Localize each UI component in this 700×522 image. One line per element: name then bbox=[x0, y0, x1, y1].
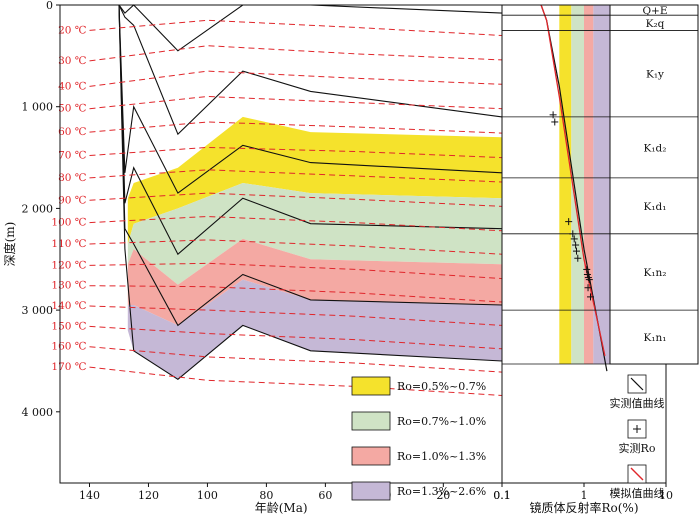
legend-zone-label: Ro=1.0%~1.3% bbox=[397, 450, 486, 463]
maturity-zone-4 bbox=[127, 279, 503, 380]
legend-symbol-label: 实测Ro bbox=[619, 441, 656, 455]
isotherm-label: 160 ℃ bbox=[51, 341, 86, 353]
maturity-zone-1 bbox=[127, 116, 503, 244]
measured-ro-point bbox=[585, 276, 593, 284]
isotherm-label: 60 ℃ bbox=[58, 126, 87, 138]
isotherm-label: 30 ℃ bbox=[58, 55, 87, 67]
burial-line-4 bbox=[118, 4, 503, 256]
ro-band-3 bbox=[584, 5, 594, 365]
isotherm-label: 20 ℃ bbox=[58, 24, 87, 36]
isotherm-label: 150 ℃ bbox=[51, 320, 86, 332]
strata-box bbox=[609, 4, 699, 365]
strata-label: K₁y bbox=[646, 69, 664, 81]
ro-tick-label: 1 bbox=[581, 489, 588, 502]
legend: Ro=0.5%~0.7% Ro=0.7%~1.0% Ro=1.0%~1.3% Ro=1… bbox=[351, 374, 665, 501]
ro-band-2 bbox=[571, 5, 584, 365]
isotherm-label: 120 ℃ bbox=[51, 259, 86, 271]
legend-line-black bbox=[630, 377, 644, 391]
burial-line-6 bbox=[118, 4, 503, 380]
isotherm-label: 80 ℃ bbox=[58, 172, 87, 184]
measured-ro-point bbox=[572, 247, 580, 255]
isotherm-50℃ bbox=[89, 95, 503, 110]
strata-label: K₁n₁ bbox=[643, 332, 666, 344]
ro-tick-label: 10 bbox=[659, 489, 673, 502]
isotherm-label: 100 ℃ bbox=[51, 217, 86, 229]
strata-label: K₂q bbox=[646, 18, 665, 30]
measured-ro-point bbox=[570, 235, 578, 243]
ro-tick-label: 0.1 bbox=[493, 489, 511, 502]
isotherm-80℃ bbox=[89, 169, 503, 183]
isotherm-label: 70 ℃ bbox=[58, 150, 87, 162]
x-tick-label: 120 bbox=[138, 489, 159, 502]
isotherm-40℃ bbox=[89, 70, 503, 87]
measured-ro-point bbox=[586, 293, 594, 301]
isotherm-20℃ bbox=[89, 19, 503, 36]
x-tick-label: 20 bbox=[436, 489, 450, 502]
legend-symbol-label: 实测值曲线 bbox=[610, 396, 665, 410]
measured-ro-point bbox=[551, 118, 559, 126]
measured-ro-point bbox=[565, 218, 573, 226]
maturity-zones bbox=[127, 116, 503, 380]
ro-axis-title: 镜质体反射率Ro(%) bbox=[529, 500, 638, 515]
x-tick-label: 140 bbox=[79, 489, 100, 502]
isotherm-60℃ bbox=[89, 121, 503, 134]
maturity-zone-2 bbox=[127, 183, 503, 285]
measured-ro-point bbox=[572, 241, 580, 249]
isotherm-label: 40 ℃ bbox=[58, 80, 87, 92]
measured-ro-point bbox=[584, 284, 592, 292]
isotherm-label: 170 ℃ bbox=[51, 361, 86, 373]
legend-zone-label: Ro=0.7%~1.0% bbox=[397, 415, 486, 428]
x-tick-label: 100 bbox=[197, 489, 218, 502]
isotherm-120℃ bbox=[89, 262, 503, 280]
x-axis-title: 年龄(Ma) bbox=[255, 501, 308, 515]
legend-swatch-3 bbox=[351, 446, 391, 466]
isotherm-160℃ bbox=[89, 346, 503, 373]
isotherm-90℃ bbox=[89, 192, 503, 207]
isotherm-label: 50 ℃ bbox=[58, 103, 87, 115]
x-tick-label: 80 bbox=[259, 489, 273, 502]
y-tick-label: 0 bbox=[46, 0, 53, 12]
ro-band-1 bbox=[559, 5, 572, 365]
measured-ro-point bbox=[583, 271, 591, 279]
legend-zone-label: Ro=0.5%~0.7% bbox=[397, 380, 486, 393]
legend-zone-label: Ro=1.3%~2.6% bbox=[397, 485, 486, 498]
measured-ro-point bbox=[549, 111, 557, 119]
burial-line-3 bbox=[118, 4, 503, 194]
isotherm-label: 110 ℃ bbox=[51, 238, 86, 250]
strata-label: K₁n₂ bbox=[643, 267, 666, 279]
isotherm-150℃ bbox=[89, 325, 503, 350]
isotherm-100℃ bbox=[89, 215, 503, 232]
isotherm-label: 90 ℃ bbox=[58, 194, 87, 206]
isotherm-130℃ bbox=[89, 285, 503, 303]
legend-swatch-1 bbox=[351, 376, 391, 396]
burial-line-2 bbox=[118, 4, 503, 136]
y-tick-label: 4 000 bbox=[22, 406, 54, 419]
measured-ro-point bbox=[574, 254, 582, 262]
isotherm-170℃ bbox=[89, 366, 503, 396]
isotherm-30℃ bbox=[89, 45, 503, 62]
legend-swatch-4 bbox=[351, 481, 391, 501]
strata-label: K₁d₂ bbox=[644, 142, 667, 154]
y-axis-title: 深度(m) bbox=[2, 222, 17, 267]
strata-label: Q+E bbox=[642, 5, 667, 17]
legend-line-red bbox=[630, 467, 644, 481]
x-tick-label: 60 bbox=[318, 489, 332, 502]
isotherm-110℃ bbox=[89, 239, 503, 255]
legend-symbol-label: 模拟值曲线 bbox=[610, 486, 665, 500]
isotherm-140℃ bbox=[89, 305, 503, 326]
y-tick-label: 1 000 bbox=[22, 101, 54, 114]
maturity-zone-3 bbox=[127, 238, 503, 326]
isotherm-70℃ bbox=[89, 146, 503, 159]
x-tick-label: 0.1 bbox=[493, 489, 511, 502]
isotherm-label: 130 ℃ bbox=[51, 280, 86, 292]
strata-label: K₁d₁ bbox=[644, 201, 667, 213]
y-tick-label: 2 000 bbox=[22, 202, 54, 215]
measured-ro-point bbox=[583, 265, 591, 273]
legend-swatch-2 bbox=[351, 411, 391, 431]
burial-line-1 bbox=[118, 4, 503, 52]
y-tick-label: 3 000 bbox=[22, 304, 54, 317]
